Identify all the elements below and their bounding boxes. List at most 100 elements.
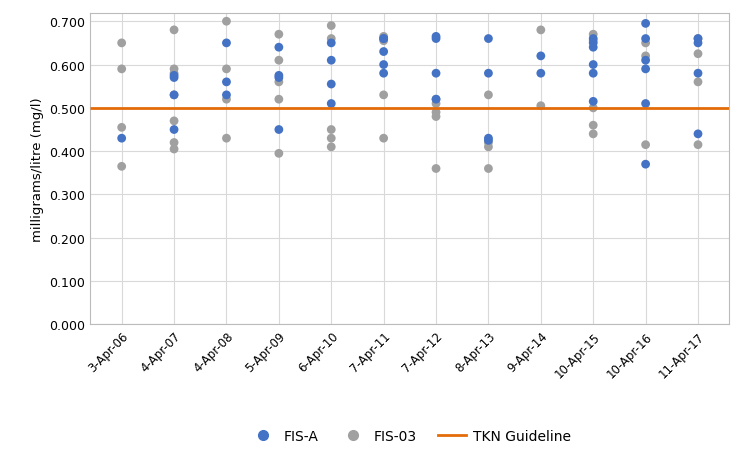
Point — [430, 36, 442, 43]
Point — [116, 40, 128, 47]
Point — [273, 97, 285, 104]
Point — [430, 70, 442, 78]
Point — [640, 101, 652, 108]
Point — [220, 97, 232, 104]
Point — [535, 27, 547, 34]
Point — [535, 53, 547, 60]
Y-axis label: milligrams/litre (mg/l): milligrams/litre (mg/l) — [31, 97, 44, 241]
Point — [378, 70, 390, 78]
Point — [692, 51, 704, 58]
Point — [325, 101, 337, 108]
Point — [640, 53, 652, 60]
Point — [483, 166, 495, 173]
Point — [168, 70, 180, 78]
Point — [430, 109, 442, 116]
Point — [587, 40, 599, 47]
Point — [587, 70, 599, 78]
Point — [587, 32, 599, 39]
Point — [378, 92, 390, 99]
Point — [116, 163, 128, 170]
Point — [273, 79, 285, 86]
Point — [430, 101, 442, 108]
Point — [325, 144, 337, 151]
Point — [483, 135, 495, 143]
Point — [692, 36, 704, 43]
Point — [273, 57, 285, 64]
Point — [587, 122, 599, 129]
Point — [378, 36, 390, 43]
Point — [640, 142, 652, 149]
Point — [168, 118, 180, 125]
Point — [325, 57, 337, 64]
Point — [220, 66, 232, 74]
Point — [116, 66, 128, 74]
Point — [587, 62, 599, 69]
Point — [378, 38, 390, 45]
Point — [692, 142, 704, 149]
Point — [587, 98, 599, 106]
Point — [273, 75, 285, 82]
Point — [587, 45, 599, 52]
Point — [168, 75, 180, 82]
Point — [692, 40, 704, 47]
Point — [220, 135, 232, 143]
Point — [483, 92, 495, 99]
Point — [430, 114, 442, 121]
Point — [430, 97, 442, 104]
Point — [220, 92, 232, 99]
Point — [325, 40, 337, 47]
Point — [168, 27, 180, 34]
Point — [220, 18, 232, 26]
Point — [378, 135, 390, 143]
Point — [483, 36, 495, 43]
Point — [220, 79, 232, 86]
Point — [325, 81, 337, 88]
Point — [325, 36, 337, 43]
Point — [273, 73, 285, 80]
Point — [587, 131, 599, 138]
Point — [640, 57, 652, 64]
Point — [273, 32, 285, 39]
Point — [273, 150, 285, 157]
Point — [587, 36, 599, 43]
Point — [640, 66, 652, 74]
Point — [378, 49, 390, 56]
Point — [483, 138, 495, 145]
Point — [168, 140, 180, 147]
Point — [587, 105, 599, 112]
Point — [430, 34, 442, 41]
Point — [692, 70, 704, 78]
Point — [116, 124, 128, 132]
Point — [640, 40, 652, 47]
Point — [640, 36, 652, 43]
Point — [692, 131, 704, 138]
Point — [483, 140, 495, 147]
Point — [168, 146, 180, 153]
Point — [168, 127, 180, 134]
Legend: FIS-A, FIS-03, TKN Guideline: FIS-A, FIS-03, TKN Guideline — [244, 423, 576, 448]
Point — [325, 135, 337, 143]
Point — [273, 127, 285, 134]
Point — [640, 21, 652, 28]
Point — [378, 34, 390, 41]
Point — [430, 97, 442, 104]
Point — [168, 92, 180, 99]
Point — [692, 79, 704, 86]
Point — [325, 23, 337, 30]
Point — [168, 92, 180, 99]
Point — [116, 135, 128, 143]
Point — [640, 161, 652, 168]
Point — [220, 40, 232, 47]
Point — [378, 36, 390, 43]
Point — [168, 73, 180, 80]
Point — [168, 66, 180, 74]
Point — [692, 36, 704, 43]
Point — [430, 166, 442, 173]
Point — [378, 62, 390, 69]
Point — [535, 70, 547, 78]
Point — [325, 127, 337, 134]
Point — [483, 70, 495, 78]
Point — [273, 45, 285, 52]
Point — [587, 38, 599, 45]
Point — [483, 144, 495, 151]
